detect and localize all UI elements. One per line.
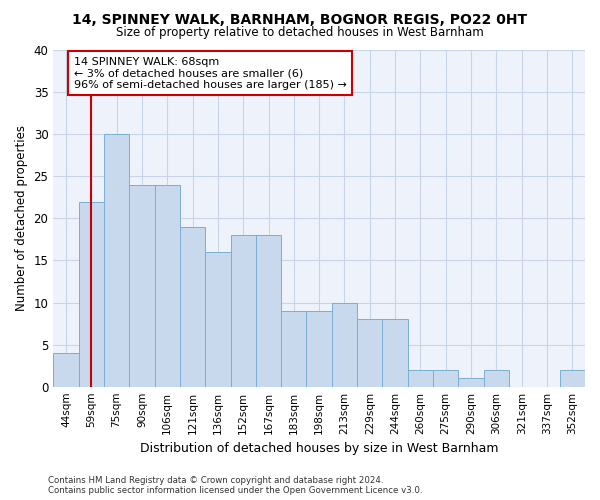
Bar	[357, 320, 382, 386]
Text: Contains HM Land Registry data © Crown copyright and database right 2024.
Contai: Contains HM Land Registry data © Crown c…	[48, 476, 422, 495]
Bar	[155, 184, 180, 386]
Bar	[307, 311, 332, 386]
Text: Size of property relative to detached houses in West Barnham: Size of property relative to detached ho…	[116, 26, 484, 39]
Bar	[104, 134, 129, 386]
Bar	[256, 235, 281, 386]
Bar	[484, 370, 509, 386]
Bar	[433, 370, 458, 386]
Bar	[332, 302, 357, 386]
Bar	[180, 227, 205, 386]
Bar	[382, 320, 408, 386]
Bar	[79, 202, 104, 386]
Bar	[408, 370, 433, 386]
Bar	[560, 370, 585, 386]
Bar	[230, 235, 256, 386]
Text: 14, SPINNEY WALK, BARNHAM, BOGNOR REGIS, PO22 0HT: 14, SPINNEY WALK, BARNHAM, BOGNOR REGIS,…	[73, 12, 527, 26]
X-axis label: Distribution of detached houses by size in West Barnham: Distribution of detached houses by size …	[140, 442, 499, 455]
Bar	[53, 353, 79, 386]
Text: 14 SPINNEY WALK: 68sqm
← 3% of detached houses are smaller (6)
96% of semi-detac: 14 SPINNEY WALK: 68sqm ← 3% of detached …	[74, 56, 346, 90]
Bar	[129, 184, 155, 386]
Y-axis label: Number of detached properties: Number of detached properties	[15, 126, 28, 312]
Bar	[281, 311, 307, 386]
Bar	[205, 252, 230, 386]
Bar	[458, 378, 484, 386]
